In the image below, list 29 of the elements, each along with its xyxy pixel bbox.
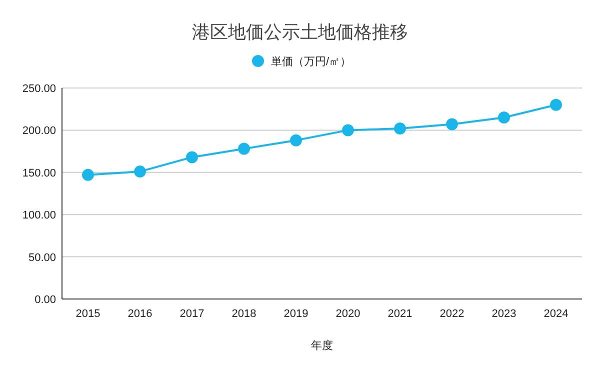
y-tick-label: 150.00 xyxy=(22,167,56,180)
point xyxy=(82,168,94,181)
point xyxy=(498,112,510,124)
x-tick-label: 2016 xyxy=(128,308,152,320)
point xyxy=(134,166,146,178)
x-tick-label: 2024 xyxy=(544,308,568,320)
point xyxy=(186,151,198,164)
legend-label: 単価（万円/㎡） xyxy=(271,56,352,68)
y-tick-label: 100.00 xyxy=(22,210,56,222)
x-tick-label: 2018 xyxy=(232,308,256,320)
point xyxy=(446,118,458,130)
point xyxy=(550,98,562,111)
point xyxy=(290,134,302,146)
x-tick-label: 2022 xyxy=(440,308,464,320)
y-tick-label: 200.00 xyxy=(22,125,56,138)
y-tick-label: 50.00 xyxy=(28,252,56,264)
point xyxy=(394,122,406,135)
y-tick-label: 0.00 xyxy=(34,294,56,306)
x-tick-label: 2020 xyxy=(336,308,360,320)
x-tick-label: 2015 xyxy=(76,308,100,320)
y-tick-label: 250.00 xyxy=(22,83,56,95)
x-tick-label: 2021 xyxy=(388,308,412,320)
chart-title: 港区地価公示土地価格推移 xyxy=(192,22,408,42)
point xyxy=(342,124,354,136)
x-tick-label: 2017 xyxy=(180,308,204,320)
x-axis-title: 年度 xyxy=(311,339,333,352)
point xyxy=(238,142,250,155)
x-tick-label: 2019 xyxy=(284,308,308,320)
x-tick-label: 2023 xyxy=(492,308,516,320)
